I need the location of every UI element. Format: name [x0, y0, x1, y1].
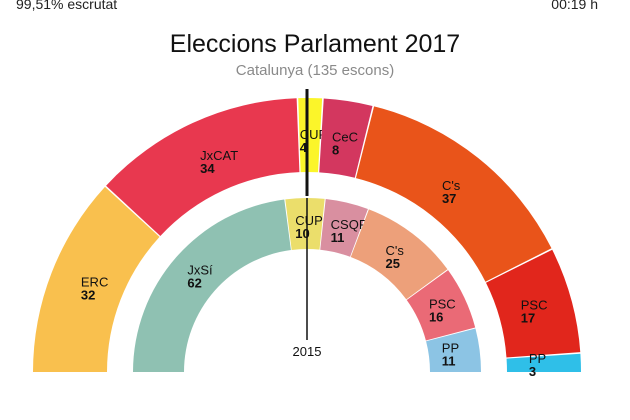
- seat-count-2015-psc: 16: [429, 310, 443, 325]
- seat-segment-2015-jxs[interactable]: [133, 199, 291, 372]
- inner-ring-year-label: 2015: [293, 344, 322, 359]
- seat-segment-2017-pp[interactable]: [506, 353, 581, 372]
- party-label-2015-cup: CUP: [295, 213, 322, 228]
- seat-segment-2015-c-s[interactable]: [350, 209, 448, 300]
- seat-segment-2017-erc[interactable]: [33, 186, 160, 372]
- seat-count-2015-pp: 11: [442, 353, 456, 368]
- seat-segment-2017-psc[interactable]: [485, 249, 581, 358]
- seat-count-2015-jxs: 62: [187, 276, 201, 291]
- seat-count-2017-cec: 8: [332, 143, 339, 158]
- seat-count-2017-erc: 32: [81, 288, 95, 303]
- party-label-2015-jxs: JxSí: [187, 263, 213, 278]
- party-label-2015-pp: PP: [442, 340, 459, 355]
- seat-count-2017-psc: 17: [521, 311, 535, 326]
- scrutiny-status: 99,51% escrutat: [16, 0, 118, 12]
- seat-segment-2015-pp[interactable]: [426, 328, 481, 372]
- party-label-2015-c-s: C's: [386, 243, 405, 258]
- seat-count-2017-pp: 3: [529, 364, 536, 379]
- party-label-2017-pp: PP: [529, 351, 546, 366]
- seat-count-2017-jxcat: 34: [200, 161, 215, 176]
- seat-segment-2015-cup[interactable]: [285, 197, 325, 250]
- seat-segment-2017-cup[interactable]: [298, 97, 323, 173]
- party-label-2017-erc: ERC: [81, 275, 108, 290]
- party-label-2015-csqp: CSQP: [331, 217, 368, 232]
- party-label-2017-jxcat: JxCAT: [200, 148, 238, 163]
- seat-segment-2017-jxcat[interactable]: [106, 98, 300, 237]
- seat-count-2015-c-s: 25: [386, 256, 400, 271]
- seat-segment-2017-c-s[interactable]: [355, 106, 552, 282]
- seat-segment-2015-csqp[interactable]: [320, 199, 368, 257]
- party-label-2017-cec: CeC: [332, 130, 358, 145]
- seat-segment-2017-cec[interactable]: [319, 98, 373, 178]
- seat-segment-2015-psc[interactable]: [406, 270, 476, 341]
- seat-count-2015-cup: 10: [295, 226, 309, 241]
- update-time: 00:19 h: [551, 0, 598, 12]
- party-label-2017-psc: PSC: [521, 298, 548, 313]
- party-label-2015-psc: PSC: [429, 297, 456, 312]
- party-label-2017-c-s: C's: [442, 178, 461, 193]
- chart-subtitle: Catalunya (135 escons): [235, 62, 395, 79]
- chart-title: Eleccions Parlament 2017: [169, 30, 461, 58]
- seat-count-2015-csqp: 11: [331, 230, 345, 245]
- seat-count-2017-c-s: 37: [442, 191, 456, 206]
- seat-count-2017-cup: 4: [300, 140, 308, 155]
